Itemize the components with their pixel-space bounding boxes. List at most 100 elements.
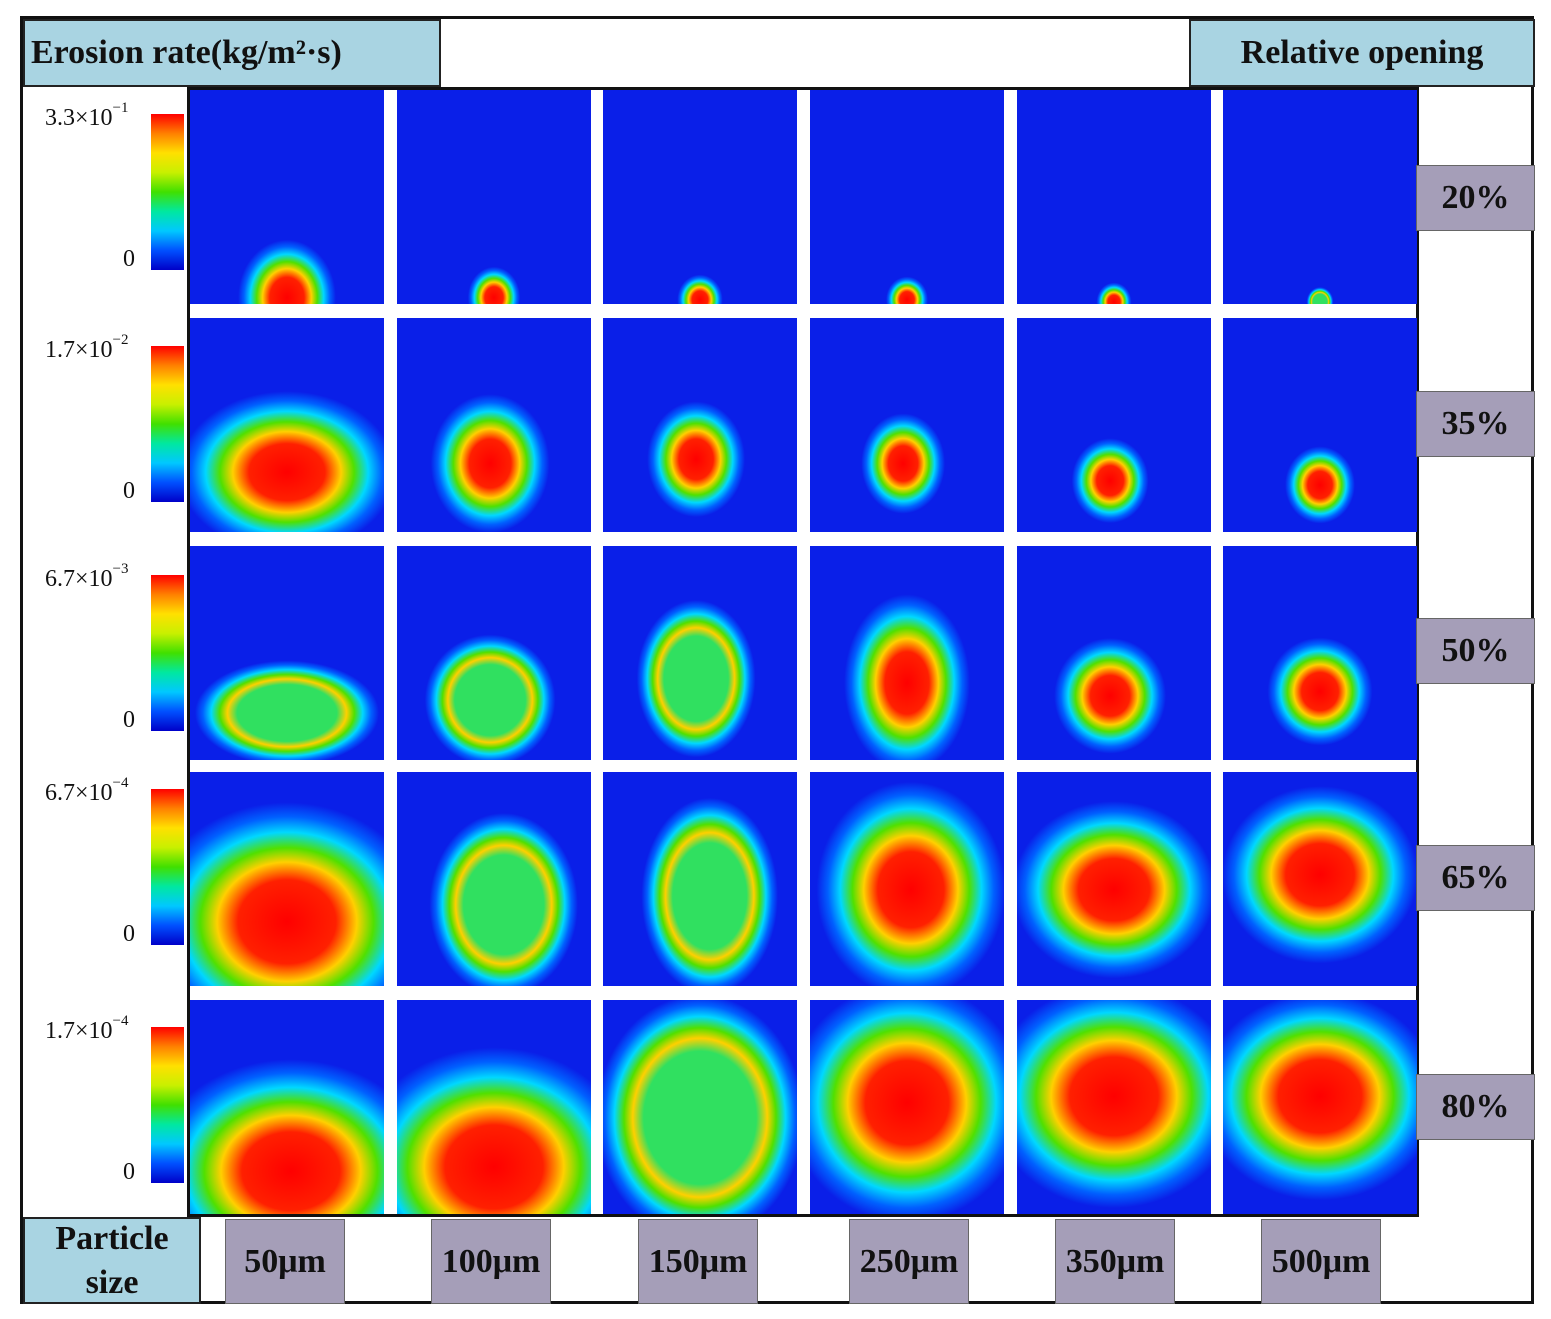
colorbar-max-label-3: 6.7×10−3 xyxy=(45,561,129,593)
contour-cell-r4-c6 xyxy=(1223,772,1417,986)
contour-cell-r5-c1 xyxy=(190,1000,384,1214)
erosion-hotspot xyxy=(1223,1000,1417,1201)
contour-cell-r3-c6 xyxy=(1223,546,1417,760)
contour-cell-r5-c3 xyxy=(603,1000,797,1214)
particle-size-tag-6: 500μm xyxy=(1261,1219,1381,1304)
contour-cell-r3-c3 xyxy=(603,546,797,760)
particle-size-tag-3: 150μm xyxy=(638,1219,758,1304)
colorbar-max-exponent: −2 xyxy=(112,332,129,348)
colorbar-max-label-1: 3.3×10−1 xyxy=(45,100,129,132)
contour-cell-r3-c2 xyxy=(397,546,591,760)
colorbar-max-label-4: 6.7×10−4 xyxy=(45,775,129,807)
colorbar-max-exponent: −4 xyxy=(112,1013,129,1029)
erosion-hotspot xyxy=(190,802,384,986)
colorbar-max-base: 6.7×10 xyxy=(45,780,113,806)
erosion-hotspot xyxy=(861,413,946,514)
erosion-hotspot xyxy=(1017,801,1211,979)
erosion-hotspot xyxy=(886,276,928,304)
figure-frame: Erosion rate(kg/m²·s) Relative opening P… xyxy=(20,16,1535,1304)
contour-cell-r4-c2 xyxy=(397,772,591,986)
contour-cell-r2-c5 xyxy=(1017,318,1211,532)
colorbar-3 xyxy=(151,575,184,731)
contour-background xyxy=(603,90,797,304)
contour-cell-r4-c1 xyxy=(190,772,384,986)
particle-size-tag-2: 100μm xyxy=(431,1219,551,1304)
particle-size-title-line2: size xyxy=(85,1263,139,1301)
erosion-hotspot xyxy=(190,651,384,760)
colorbar-max-label-2: 1.7×10−2 xyxy=(45,332,129,364)
colorbar-max-base: 6.7×10 xyxy=(45,566,113,592)
contour-cell-r4-c5 xyxy=(1017,772,1211,986)
particle-size-tag-1: 50μm xyxy=(225,1219,345,1304)
erosion-hotspot xyxy=(844,594,970,760)
colorbar-min-label-1: 0 xyxy=(123,246,135,272)
erosion-rate-title: Erosion rate(kg/m²·s) xyxy=(31,34,342,71)
contour-cell-r5-c2 xyxy=(397,1000,591,1214)
erosion-hotspot xyxy=(1223,786,1417,964)
colorbar-min-label-5: 0 xyxy=(123,1159,135,1185)
erosion-hotspot xyxy=(416,796,591,986)
relative-opening-tag-2: 35% xyxy=(1416,391,1535,457)
contour-cell-r2-c6 xyxy=(1223,318,1417,532)
particle-size-header: Particle size xyxy=(23,1217,201,1304)
colorbar-max-exponent: −3 xyxy=(112,561,129,577)
contour-cell-r1-c6 xyxy=(1223,90,1417,304)
erosion-hotspot xyxy=(1267,637,1373,746)
contour-cell-r3-c1 xyxy=(190,546,384,760)
erosion-hotspot xyxy=(1071,438,1149,524)
erosion-hotspot xyxy=(1096,282,1132,304)
erosion-hotspot xyxy=(647,401,746,518)
relative-opening-tag-5: 80% xyxy=(1416,1074,1535,1140)
contour-cell-r2-c3 xyxy=(603,318,797,532)
contour-cell-r2-c2 xyxy=(397,318,591,532)
erosion-hotspot xyxy=(1017,1000,1211,1208)
contour-cell-r1-c2 xyxy=(397,90,591,304)
erosion-hotspot xyxy=(190,1059,384,1214)
colorbar-4 xyxy=(151,789,184,945)
erosion-hotspot xyxy=(810,1000,1004,1214)
contour-cell-r2-c1 xyxy=(190,318,384,532)
colorbar-min-label-4: 0 xyxy=(123,921,135,947)
contour-background xyxy=(1223,90,1417,304)
contour-background xyxy=(810,90,1004,304)
colorbar-min-label-3: 0 xyxy=(123,707,135,733)
contour-cell-r5-c5 xyxy=(1017,1000,1211,1214)
colorbar-max-label-5: 1.7×10−4 xyxy=(45,1013,129,1045)
particle-size-tag-4: 250μm xyxy=(849,1219,969,1304)
relative-opening-tag-4: 65% xyxy=(1416,845,1535,911)
contour-cell-r4-c3 xyxy=(603,772,797,986)
particle-size-tag-5: 350μm xyxy=(1055,1219,1175,1304)
contour-cell-r1-c4 xyxy=(810,90,1004,304)
colorbar-max-base: 1.7×10 xyxy=(45,337,113,363)
erosion-hotspot xyxy=(238,239,336,304)
colorbar-2 xyxy=(151,346,184,502)
erosion-hotspot xyxy=(816,781,1004,986)
erosion-hotspot xyxy=(603,1000,797,1214)
contour-cell-r3-c4 xyxy=(810,546,1004,760)
colorbar-max-exponent: −4 xyxy=(112,775,129,791)
erosion-hotspot xyxy=(629,780,790,986)
erosion-hotspot xyxy=(1304,284,1336,304)
colorbar-max-base: 1.7×10 xyxy=(45,1018,113,1044)
contour-cell-r1-c3 xyxy=(603,90,797,304)
relative-opening-tag-3: 50% xyxy=(1416,618,1535,684)
erosion-hotspot xyxy=(1285,446,1355,524)
contour-cell-r3-c5 xyxy=(1017,546,1211,760)
colorbar-5 xyxy=(151,1027,184,1183)
contour-cell-r2-c4 xyxy=(810,318,1004,532)
contour-cell-r5-c6 xyxy=(1223,1000,1417,1214)
contour-cell-r4-c4 xyxy=(810,772,1004,986)
colorbar-min-label-2: 0 xyxy=(123,478,135,504)
contour-cell-r1-c5 xyxy=(1017,90,1211,304)
relative-opening-tag-1: 20% xyxy=(1416,165,1535,231)
erosion-hotspot xyxy=(397,1047,591,1214)
contour-background xyxy=(1017,90,1211,304)
erosion-hotspot xyxy=(677,274,723,304)
colorbar-1 xyxy=(151,114,184,270)
erosion-hotspot xyxy=(430,394,550,532)
relative-opening-title: Relative opening xyxy=(1240,34,1484,71)
erosion-hotspot xyxy=(626,586,766,760)
erosion-hotspot xyxy=(467,266,521,304)
colorbar-max-base: 3.3×10 xyxy=(45,105,113,131)
erosion-contour-grid xyxy=(187,87,1419,1217)
